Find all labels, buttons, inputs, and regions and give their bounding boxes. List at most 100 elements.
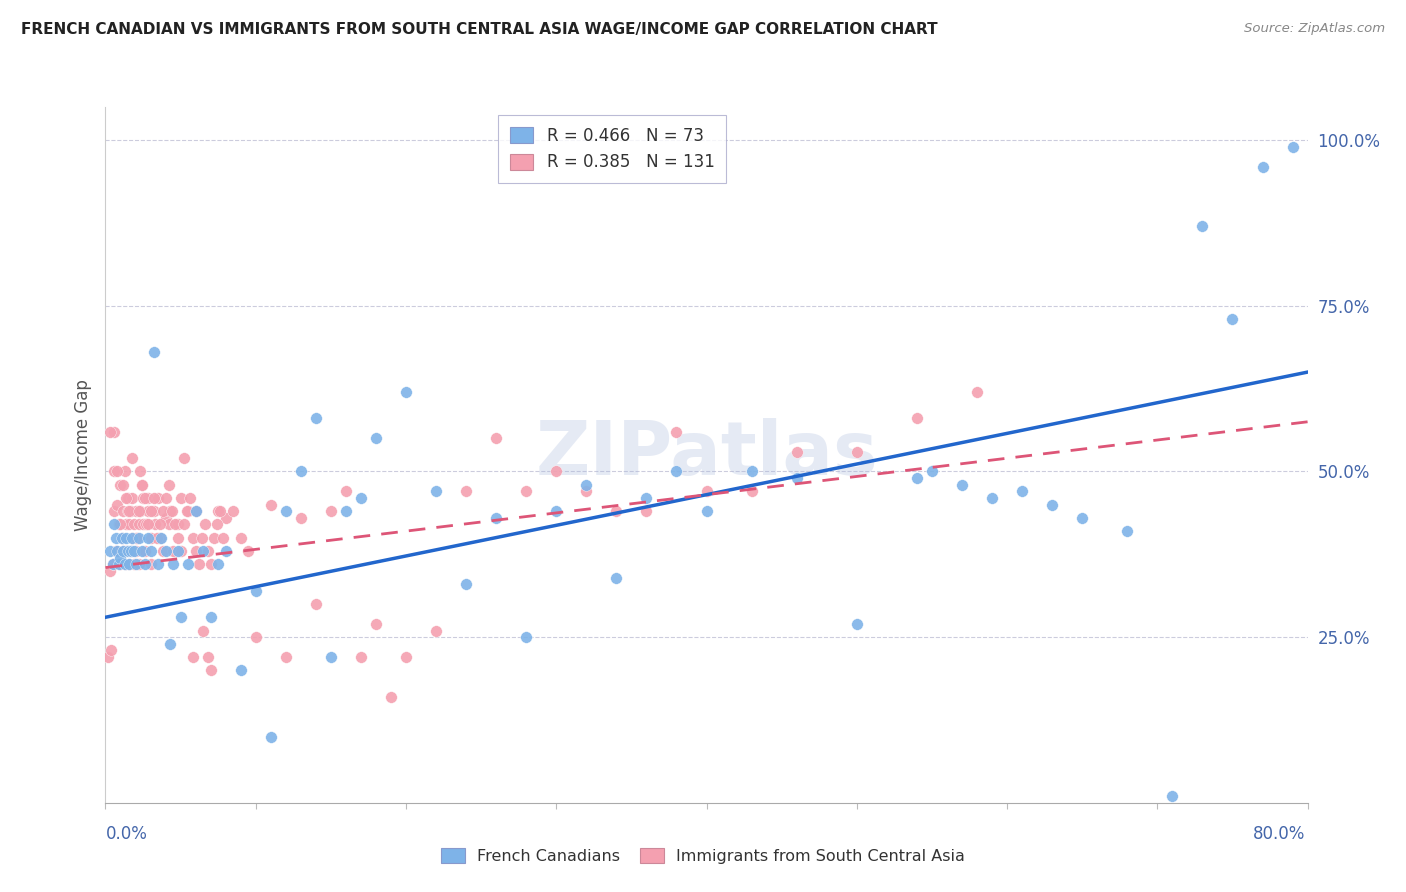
Point — [191, 544, 214, 558]
Point — [166, 544, 188, 558]
Point — [128, 558, 150, 572]
Point — [1161, 789, 1184, 804]
Point — [132, 517, 155, 532]
Point — [200, 663, 222, 677]
Point — [135, 517, 157, 532]
Point — [143, 517, 166, 532]
Point — [103, 465, 125, 479]
Point — [1040, 498, 1063, 512]
Point — [845, 444, 868, 458]
Point — [335, 484, 357, 499]
Point — [1116, 524, 1139, 538]
Point — [425, 624, 447, 638]
Point — [169, 544, 191, 558]
Point — [148, 517, 170, 532]
Point — [131, 544, 153, 558]
Point — [950, 477, 973, 491]
Point — [222, 504, 245, 518]
Point — [395, 650, 418, 665]
Point — [107, 465, 129, 479]
Text: 0.0%: 0.0% — [105, 825, 148, 843]
Point — [132, 491, 155, 505]
Point — [131, 477, 153, 491]
Point — [124, 504, 146, 518]
Point — [1281, 140, 1303, 154]
Point — [260, 730, 283, 744]
Point — [142, 504, 165, 518]
Point — [152, 544, 174, 558]
Point — [124, 544, 146, 558]
Point — [128, 504, 150, 518]
Point — [162, 544, 184, 558]
Point — [181, 650, 204, 665]
Point — [111, 531, 134, 545]
Point — [124, 558, 146, 572]
Point — [546, 504, 568, 518]
Point — [181, 531, 204, 545]
Point — [146, 491, 169, 505]
Point — [696, 484, 718, 499]
Point — [103, 425, 125, 439]
Point — [319, 650, 342, 665]
Point — [108, 517, 131, 532]
Point — [104, 531, 127, 545]
Point — [665, 465, 688, 479]
Point — [350, 650, 373, 665]
Point — [110, 558, 132, 572]
Point — [605, 570, 627, 584]
Point — [110, 550, 132, 565]
Point — [155, 491, 177, 505]
Point — [184, 504, 207, 518]
Point — [191, 624, 214, 638]
Point — [104, 544, 127, 558]
Point — [163, 517, 186, 532]
Point — [115, 531, 138, 545]
Point — [107, 544, 129, 558]
Point — [169, 610, 191, 624]
Point — [205, 517, 228, 532]
Legend: R = 0.466   N = 73, R = 0.385   N = 131: R = 0.466 N = 73, R = 0.385 N = 131 — [499, 115, 727, 183]
Point — [454, 484, 477, 499]
Point — [194, 517, 217, 532]
Point — [122, 558, 145, 572]
Point — [162, 558, 184, 572]
Point — [305, 597, 328, 611]
Point — [515, 630, 537, 644]
Point — [335, 504, 357, 518]
Point — [118, 504, 141, 518]
Point — [202, 531, 225, 545]
Point — [605, 504, 627, 518]
Point — [146, 558, 169, 572]
Point — [364, 431, 387, 445]
Point — [981, 491, 1004, 505]
Point — [159, 504, 181, 518]
Point — [142, 491, 165, 505]
Point — [108, 558, 131, 572]
Point — [425, 484, 447, 499]
Point — [103, 517, 125, 532]
Point — [134, 544, 156, 558]
Text: ZIPatlas: ZIPatlas — [536, 418, 877, 491]
Point — [905, 471, 928, 485]
Point — [741, 465, 763, 479]
Point — [110, 477, 132, 491]
Point — [112, 504, 135, 518]
Point — [118, 558, 141, 572]
Y-axis label: Wage/Income Gap: Wage/Income Gap — [73, 379, 91, 531]
Point — [290, 465, 312, 479]
Point — [103, 504, 125, 518]
Text: Source: ZipAtlas.com: Source: ZipAtlas.com — [1244, 22, 1385, 36]
Point — [177, 504, 200, 518]
Point — [160, 504, 183, 518]
Point — [115, 544, 138, 558]
Point — [238, 544, 260, 558]
Point — [179, 491, 201, 505]
Point — [121, 491, 143, 505]
Point — [117, 544, 139, 558]
Point — [187, 558, 209, 572]
Point — [229, 531, 252, 545]
Point — [157, 477, 180, 491]
Point — [101, 558, 124, 572]
Point — [121, 531, 143, 545]
Text: FRENCH CANADIAN VS IMMIGRANTS FROM SOUTH CENTRAL ASIA WAGE/INCOME GAP CORRELATIO: FRENCH CANADIAN VS IMMIGRANTS FROM SOUTH… — [21, 22, 938, 37]
